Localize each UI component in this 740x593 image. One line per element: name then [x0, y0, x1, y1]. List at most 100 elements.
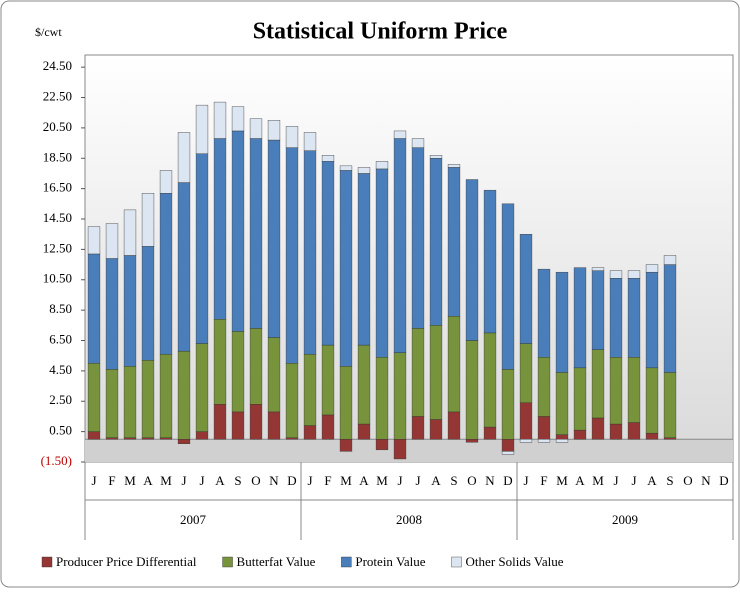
bar-segment: [501, 439, 515, 452]
x-tick-label: J: [199, 473, 204, 488]
zero-band: [85, 439, 733, 462]
bar-segment: [231, 130, 245, 332]
bar-segment: [627, 422, 641, 440]
bar-segment: [339, 165, 353, 171]
bar-segment: [195, 104, 209, 154]
bar-segment: [393, 439, 407, 460]
x-tick-label: A: [359, 473, 369, 488]
bar-segment: [87, 226, 101, 255]
bar-segment: [177, 182, 191, 352]
legend-label: Producer Price Differential: [56, 554, 197, 569]
y-tick-label: 22.50: [43, 89, 72, 104]
bar-segment: [645, 367, 659, 434]
bar-segment: [663, 372, 677, 438]
x-tick-label: J: [631, 473, 636, 488]
bar-segment: [357, 344, 371, 425]
x-tick-label: O: [251, 473, 260, 488]
group-label: 2007: [180, 512, 207, 527]
y-tick-label: 8.50: [49, 301, 72, 316]
bar-segment: [87, 363, 101, 432]
bar-segment: [105, 258, 119, 370]
bar-segment: [609, 270, 623, 279]
bar-segment: [267, 139, 281, 338]
bar-segment: [141, 360, 155, 438]
x-tick-label: A: [143, 473, 153, 488]
x-tick-label: M: [340, 473, 352, 488]
bar-segment: [501, 451, 515, 455]
bar-segment: [393, 138, 407, 353]
group-label: 2009: [612, 512, 638, 527]
bar-segment: [267, 411, 281, 440]
bar-segment: [591, 270, 605, 350]
bar-segment: [231, 411, 245, 440]
bar-segment: [285, 147, 299, 364]
bar-segment: [375, 161, 389, 170]
bar-segment: [195, 431, 209, 440]
x-tick-label: F: [324, 473, 331, 488]
bar-segment: [465, 340, 479, 440]
bar-segment: [429, 419, 443, 440]
bar-segment: [285, 437, 299, 440]
x-tick-label: M: [592, 473, 604, 488]
bar-segment: [357, 173, 371, 346]
bar-segment: [411, 138, 425, 148]
x-tick-label: O: [467, 473, 476, 488]
bar-segment: [627, 270, 641, 279]
bar-segment: [321, 155, 335, 162]
x-tick-label: M: [376, 473, 388, 488]
bar-segment: [159, 170, 173, 194]
x-tick-label: J: [523, 473, 528, 488]
x-tick-label: J: [91, 473, 96, 488]
bar-segment: [159, 437, 173, 440]
bar-segment: [573, 267, 587, 369]
bar-segment: [519, 234, 533, 344]
bar-segment: [555, 372, 569, 435]
x-tick-label: O: [683, 473, 692, 488]
x-tick-label: M: [556, 473, 568, 488]
y-tick-label: 10.50: [43, 271, 72, 286]
bar-segment: [447, 316, 461, 413]
x-tick-label: F: [108, 473, 115, 488]
bar-segment: [591, 267, 605, 271]
bar-segment: [465, 439, 479, 443]
bar-segment: [321, 161, 335, 346]
bar-segment: [555, 434, 569, 440]
bar-segment: [249, 118, 263, 139]
bar-segment: [573, 367, 587, 431]
bar-segment: [357, 167, 371, 174]
bar-segment: [447, 411, 461, 440]
y-axis-label: $/cwt: [35, 25, 62, 39]
x-tick-label: D: [503, 473, 512, 488]
legend-swatch: [41, 556, 53, 568]
y-tick-label: 6.50: [49, 331, 72, 346]
bar-segment: [249, 404, 263, 440]
x-tick-label: J: [613, 473, 618, 488]
bar-segment: [429, 155, 443, 159]
bar-segment: [555, 271, 569, 373]
bar-segment: [123, 255, 137, 367]
bar-segment: [285, 126, 299, 148]
legend-swatch: [341, 556, 352, 568]
x-tick-label: S: [450, 473, 457, 488]
legend-label: Butterfat Value: [237, 554, 316, 569]
bar-segment: [609, 423, 623, 440]
bar-segment: [411, 328, 425, 417]
bar-segment: [177, 350, 191, 440]
bar-segment: [663, 264, 677, 373]
x-tick-label: J: [181, 473, 186, 488]
chart-title: Statistical Uniform Price: [253, 19, 508, 45]
y-tick-label: 4.50: [49, 362, 72, 377]
bar-segment: [645, 264, 659, 273]
bar-segment: [123, 209, 137, 256]
legend-swatch: [451, 556, 462, 568]
bar-segment: [213, 319, 227, 405]
bar-segment: [339, 170, 353, 367]
bar-segment: [195, 343, 209, 432]
x-tick-label: F: [540, 473, 547, 488]
x-tick-label: A: [215, 473, 225, 488]
bar-segment: [321, 414, 335, 440]
bar-segment: [267, 337, 281, 413]
bar-segment: [303, 353, 317, 426]
legend-label: Other Solids Value: [466, 554, 564, 569]
bar-segment: [213, 404, 227, 440]
